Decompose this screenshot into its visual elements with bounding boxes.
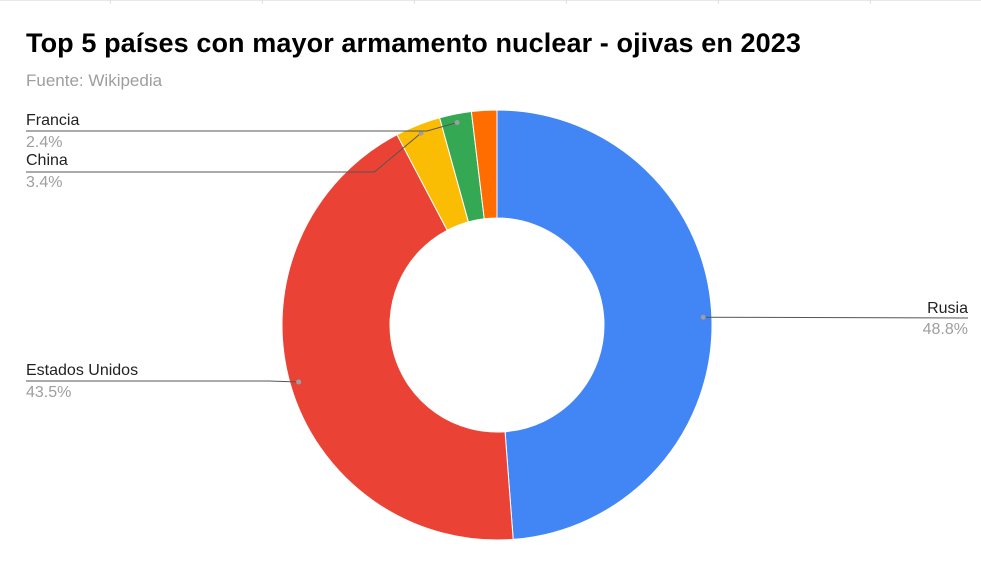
leader-line-rusia bbox=[703, 316, 969, 319]
chart-title: Top 5 países con mayor armamento nuclear… bbox=[26, 28, 802, 58]
slice-rusia[interactable] bbox=[496, 109, 713, 540]
slice-value-estados-unidos: 43.5% bbox=[26, 384, 71, 401]
leader-line-estados-unidos bbox=[26, 380, 299, 383]
slice-label-francia: Francia bbox=[26, 112, 79, 129]
leader-dot-china bbox=[418, 130, 424, 136]
top-tick bbox=[718, 0, 719, 4]
leader-line-francia bbox=[26, 122, 458, 132]
leader-line-china bbox=[26, 132, 422, 173]
chart-subtitle: Fuente: Wikipedia bbox=[26, 71, 163, 90]
slice-label-rusia: Rusia bbox=[927, 300, 968, 317]
slice-estados-unidos[interactable] bbox=[281, 133, 514, 541]
leader-dot-rusia bbox=[700, 314, 706, 320]
top-tick bbox=[262, 0, 263, 4]
slice-slice-4[interactable] bbox=[470, 109, 498, 220]
slice-label-estados-unidos: Estados Unidos bbox=[26, 362, 138, 379]
slices-layer bbox=[281, 109, 713, 541]
top-tick bbox=[566, 0, 567, 4]
top-tick bbox=[870, 0, 871, 4]
slice-value-rusia: 48.8% bbox=[923, 321, 968, 338]
top-tick bbox=[414, 0, 415, 4]
slice-label-china: China bbox=[26, 152, 68, 169]
top-tick bbox=[110, 0, 111, 4]
labels-layer: Rusia 48.8% Estados Unidos 43.5% China 3.4% Fr… bbox=[26, 112, 968, 401]
top-divider bbox=[0, 0, 981, 1]
leader-dot-francia bbox=[454, 120, 460, 126]
slice-value-china: 3.4% bbox=[26, 174, 62, 191]
slice-value-francia: 2.4% bbox=[26, 134, 62, 151]
leader-dot-estados-unidos bbox=[296, 379, 302, 385]
